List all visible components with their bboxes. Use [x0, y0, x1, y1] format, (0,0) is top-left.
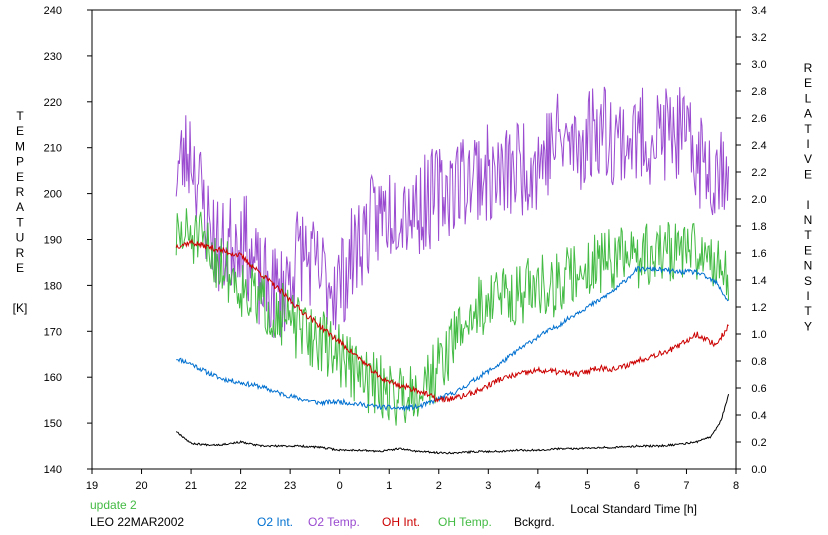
legend-entry: OH Int.	[382, 515, 420, 529]
axis-title-letter: N	[804, 259, 813, 273]
axis-title-letter: E	[804, 167, 812, 181]
legend-entry: Bckgrd.	[514, 515, 555, 529]
axis-title-letter: I	[806, 198, 809, 212]
x-tick-label: 20	[135, 480, 147, 492]
axis-title-letter: N	[804, 213, 813, 227]
axis-title-letter: I	[806, 137, 809, 151]
axis-title-letter: E	[804, 76, 812, 90]
x-tick-label: 8	[733, 480, 739, 492]
legend-entry: O2 Temp.	[308, 515, 360, 529]
x-tick-label: 23	[284, 480, 296, 492]
y-left-tick-label: 240	[44, 5, 62, 17]
y-right-tick-label: 3.0	[751, 59, 766, 71]
y-left-tick-label: 230	[44, 51, 62, 63]
x-tick-label: 6	[634, 480, 640, 492]
update-label: update 2	[90, 498, 137, 512]
x-tick-label: 7	[683, 480, 689, 492]
x-axis-label: Local Standard Time [h]	[570, 502, 697, 516]
series-layer	[175, 86, 730, 455]
axis-title-letter: Y	[804, 319, 812, 333]
axis-title-letter: E	[16, 170, 24, 184]
y-right-tick-label: 3.2	[751, 32, 766, 44]
y-axis-left: 140 150 160 170 180 190 200 210 220 230 240	[44, 5, 92, 476]
y-left-tick-label: 140	[44, 464, 62, 476]
axis-title-letter: I	[806, 289, 809, 303]
site-date-label: LEO 22MAR2002	[90, 515, 184, 529]
y-right-tick-label: 0.0	[751, 464, 766, 476]
axis-title-letter: P	[16, 155, 24, 169]
y-right-tick-label: 2.2	[751, 167, 766, 179]
y-right-tick-label: 0.2	[751, 437, 766, 449]
y-right-tick-label: 2.6	[751, 113, 766, 125]
axis-title-letter: A	[804, 107, 812, 121]
x-tick-label: 1	[386, 480, 392, 492]
axis-title-letter: R	[16, 246, 25, 260]
y-right-tick-label: 1.6	[751, 248, 766, 260]
y-right-tick-label: 0.8	[751, 356, 766, 368]
x-tick-label: 0	[337, 480, 343, 492]
y-left-tick-label: 220	[44, 97, 62, 109]
axis-title-letter: T	[804, 122, 812, 136]
y-left-tick-label: 160	[44, 372, 62, 384]
series-line-oh-temp	[175, 208, 730, 426]
x-tick-label: 2	[436, 480, 442, 492]
x-tick-label: 4	[535, 480, 541, 492]
axis-title-letter: A	[16, 200, 24, 214]
y-right-tick-label: 1.4	[751, 275, 766, 287]
legend-entry: O2 Int.	[257, 515, 293, 529]
axis-title-letter: E	[804, 243, 812, 257]
x-tick-label: 19	[86, 480, 98, 492]
series-line-o2-int	[176, 265, 729, 413]
axis-title-letter: T	[804, 304, 812, 318]
axis-title-letter: T	[16, 109, 24, 123]
axis-title-letter: R	[804, 61, 813, 75]
y-left-tick-label: 170	[44, 326, 62, 338]
axis-title-letter: S	[804, 274, 812, 288]
legend-entry: OH Temp.	[438, 515, 492, 529]
y-left-tick-label: 210	[44, 143, 62, 155]
y-right-tick-label: 1.8	[751, 221, 766, 233]
y-left-tick-label: 180	[44, 280, 62, 292]
y-left-tick-label: 200	[44, 189, 62, 201]
axis-title-letter: R	[16, 185, 25, 199]
series-line-oh-int	[175, 238, 729, 403]
y-axis-left-unit: [K]	[13, 301, 28, 315]
axis-title-letter: T	[804, 228, 812, 242]
y-right-tick-label: 0.4	[751, 410, 766, 422]
x-tick-label: 3	[485, 480, 491, 492]
axis-title-letter: E	[16, 261, 24, 275]
axis-title-letter: T	[16, 215, 24, 229]
legend: O2 Int. O2 Temp. OH Int. OH Temp. Bckgrd.	[257, 515, 555, 529]
y-right-tick-label: 3.4	[751, 5, 766, 17]
series-line-bckgrd	[175, 393, 730, 455]
y-left-tick-label: 150	[44, 418, 62, 430]
y-right-tick-label: 2.0	[751, 194, 766, 206]
x-axis: 19 20 21 22 23 0 1 2 3 4 5 6 7 8	[86, 469, 739, 492]
y-right-tick-label: 1.2	[751, 302, 766, 314]
x-tick-label: 5	[584, 480, 590, 492]
axis-title-letter: M	[15, 139, 25, 153]
axis-title-letter: L	[805, 91, 812, 105]
y-left-tick-label: 190	[44, 235, 62, 247]
x-tick-label: 21	[185, 480, 197, 492]
axis-title-letter: V	[804, 152, 812, 166]
y-right-tick-label: 1.0	[751, 329, 766, 341]
y-right-tick-label: 2.4	[751, 140, 766, 152]
axis-title-letter: U	[16, 231, 25, 245]
y-right-tick-label: 2.8	[751, 86, 766, 98]
x-tick-label: 22	[234, 480, 246, 492]
y-axis-right: 0.0 0.2 0.4 0.6 0.8 1.0 1.2 1.4 1.6 1.8 2.0 2.2 2.4 2…	[736, 5, 767, 476]
axis-title-letter: E	[16, 124, 24, 138]
y-right-tick-label: 0.6	[751, 383, 766, 395]
